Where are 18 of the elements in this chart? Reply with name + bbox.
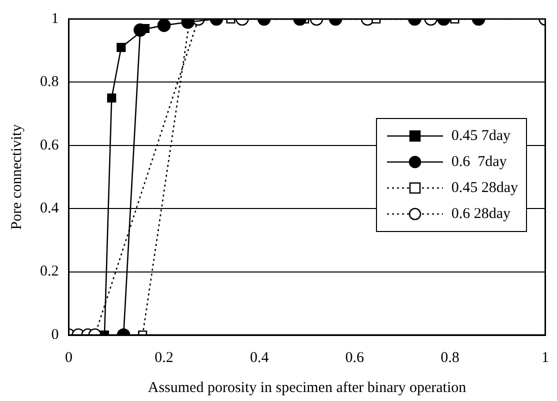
y-tick-label: 0.2: [40, 264, 59, 280]
x-tick-label: 1: [542, 350, 549, 366]
y-tick-label: 1: [51, 10, 59, 27]
x-tick-label: 0: [65, 350, 72, 366]
y-axis-title: Pore connectivity: [8, 124, 25, 230]
y-tick-label: 0: [51, 326, 59, 343]
y-tick-label: 0.6: [40, 137, 60, 154]
legend-label: 0.45 28day: [451, 180, 518, 196]
legend-label: 0.6 7day: [451, 154, 507, 170]
x-tick-label: 0.4: [250, 350, 270, 366]
x-axis-title: Assumed porosity in specimen after binary operation: [148, 380, 467, 396]
y-tick-label: 0.4: [40, 200, 60, 217]
x-tick-label: 0.6: [345, 350, 365, 366]
y-tick-label: 0.8: [40, 74, 59, 90]
legend-label: 0.6 28day: [451, 206, 510, 222]
x-tick-label: 0.8: [440, 350, 460, 366]
x-tick-label: 0.2: [154, 350, 174, 366]
legend-label: 0.45 7day: [451, 128, 510, 144]
